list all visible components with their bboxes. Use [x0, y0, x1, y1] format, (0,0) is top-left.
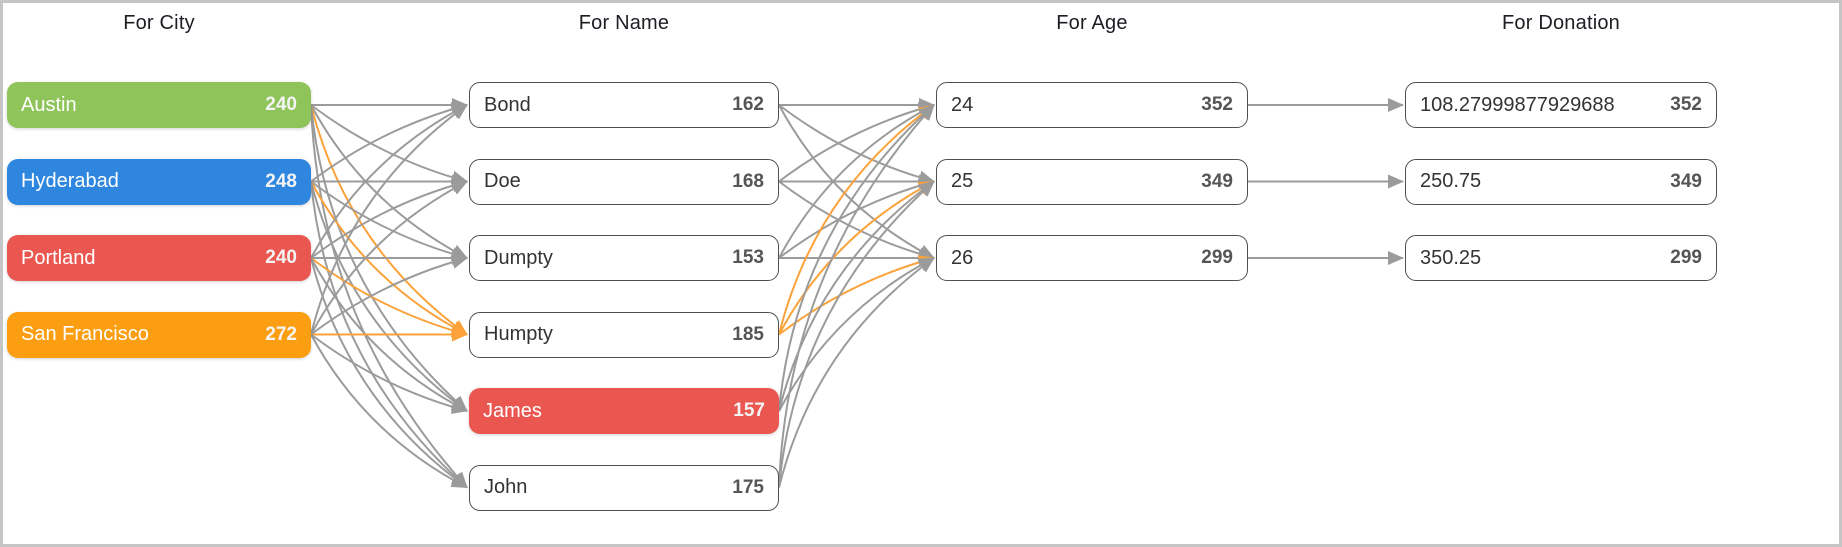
node-count: 299: [1670, 247, 1702, 268]
node-label: Doe: [484, 170, 521, 192]
link-name-3-age-0: [778, 104, 935, 335]
node-city-san-francisco[interactable]: San Francisco 272: [7, 311, 311, 358]
node-count: 299: [1201, 247, 1233, 268]
node-count: 349: [1670, 170, 1702, 192]
node-label: 24: [951, 93, 974, 116]
node-count: 272: [265, 323, 297, 345]
link-city-0-name-2: [310, 104, 468, 259]
node-label: James: [483, 399, 542, 422]
link-city-3-name-1: [310, 180, 468, 335]
node-age-24[interactable]: 24 352: [936, 82, 1248, 128]
node-label: Dumpty: [484, 246, 553, 269]
node-donation-250-75[interactable]: 250.75 349: [1405, 158, 1717, 205]
link-name-1-age-0: [778, 102, 935, 183]
node-age-26[interactable]: 26 299: [936, 235, 1248, 281]
node-count: 349: [1201, 170, 1233, 192]
column-header-donation: For Donation: [1501, 12, 1620, 34]
node-city-austin[interactable]: Austin 240: [7, 82, 311, 128]
column-header-age: For Age: [1056, 12, 1128, 34]
node-count: 240: [265, 94, 297, 115]
link-city-3-name-5: [310, 334, 468, 489]
link-city-0-name-5: [310, 104, 468, 489]
link-name-5-age-2: [778, 257, 935, 488]
link-city-1-name-2: [310, 180, 468, 261]
node-count: 153: [732, 247, 764, 268]
node-label: Hyderabad: [21, 170, 119, 192]
link-city-0-name-3: [310, 104, 468, 336]
node-label: Bond: [484, 93, 531, 116]
link-name-5-age-0: [778, 104, 935, 488]
node-count: 157: [733, 400, 765, 421]
link-name-3-age-2: [778, 255, 935, 336]
node-label: 26: [951, 246, 974, 269]
node-label: 350.25: [1420, 246, 1482, 269]
link-name-4-age-0: [778, 104, 935, 412]
node-count: 175: [732, 476, 764, 498]
link-name-2-age-0: [778, 104, 935, 259]
node-city-portland[interactable]: Portland 240: [7, 235, 311, 281]
link-city-2-name-5: [310, 257, 468, 489]
node-label: John: [484, 476, 528, 498]
link-name-4-age-2: [778, 257, 935, 412]
column-header-name: For Name: [578, 12, 670, 34]
node-donation-350-25[interactable]: 350.25 299: [1405, 235, 1717, 281]
link-city-2-name-4: [310, 257, 468, 412]
link-name-3-age-1: [778, 180, 935, 335]
node-label: Humpty: [484, 323, 553, 345]
node-label: San Francisco: [21, 323, 149, 345]
link-city-1-name-4: [310, 181, 468, 412]
column-header-city: For City: [123, 12, 195, 34]
node-label: 25: [951, 170, 974, 192]
node-count: 185: [732, 323, 764, 345]
link-city-2-name-3: [310, 257, 468, 338]
node-name-humpty[interactable]: Humpty 185: [469, 311, 779, 358]
link-city-3-name-2: [310, 255, 468, 336]
link-city-0-name-1: [310, 104, 468, 185]
link-city-1-name-0: [310, 102, 468, 183]
link-city-1-name-5: [310, 181, 468, 489]
node-name-doe[interactable]: Doe 168: [469, 158, 779, 205]
node-count: 240: [265, 247, 297, 268]
node-label: Portland: [21, 246, 96, 269]
node-label: 108.27999877929688: [1420, 93, 1615, 116]
link-city-3-name-0: [310, 104, 468, 335]
link-name-1-age-2: [778, 180, 935, 261]
node-count: 168: [732, 170, 764, 192]
node-name-bond[interactable]: Bond 162: [469, 82, 779, 128]
link-name-4-age-1: [778, 180, 935, 412]
node-count: 162: [732, 94, 764, 115]
link-city-3-name-4: [310, 333, 468, 414]
node-label: 250.75: [1420, 170, 1482, 192]
link-name-2-age-1: [778, 178, 935, 259]
node-name-james[interactable]: James 157: [469, 388, 779, 434]
link-city-2-name-1: [310, 178, 468, 259]
link-name-0-age-1: [778, 104, 935, 185]
node-name-dumpty[interactable]: Dumpty 153: [469, 235, 779, 281]
node-count: 248: [265, 170, 297, 192]
node-name-john[interactable]: John 175: [469, 464, 779, 511]
link-name-0-age-2: [778, 104, 935, 259]
node-age-25[interactable]: 25 349: [936, 158, 1248, 205]
node-label: Austin: [21, 93, 77, 116]
node-donation-108-27999877929688[interactable]: 108.27999877929688 352: [1405, 82, 1717, 128]
link-name-5-age-1: [778, 180, 935, 488]
link-city-1-name-3: [310, 181, 468, 336]
link-city-0-name-4: [310, 104, 468, 412]
node-city-hyderabad[interactable]: Hyderabad 248: [7, 158, 311, 205]
node-count: 352: [1201, 94, 1233, 115]
node-count: 352: [1670, 94, 1702, 115]
link-city-2-name-0: [310, 104, 468, 259]
